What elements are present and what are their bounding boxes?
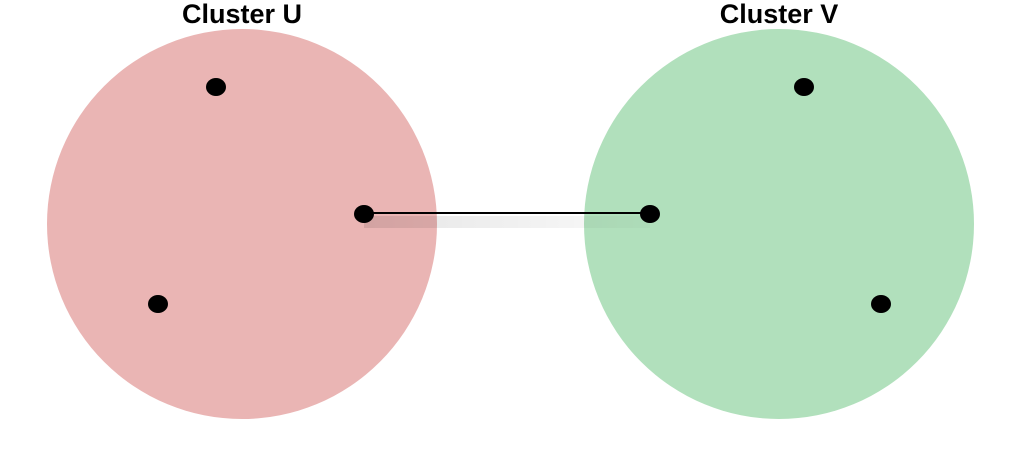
node-u1 [206,78,226,96]
edge-shadow [364,216,650,228]
node-v1 [794,78,814,96]
inter-cluster-edge [364,212,650,228]
cluster-u-title: Cluster U [182,0,302,29]
cluster-v-region [584,29,974,419]
cluster-u-region [47,29,437,419]
cluster-v: Cluster V [584,0,974,419]
node-u2 [354,205,374,223]
cluster-u: Cluster U [47,0,437,419]
cluster-v-title: Cluster V [720,0,839,29]
node-u3 [148,295,168,313]
node-v2 [640,205,660,223]
node-v3 [871,295,891,313]
